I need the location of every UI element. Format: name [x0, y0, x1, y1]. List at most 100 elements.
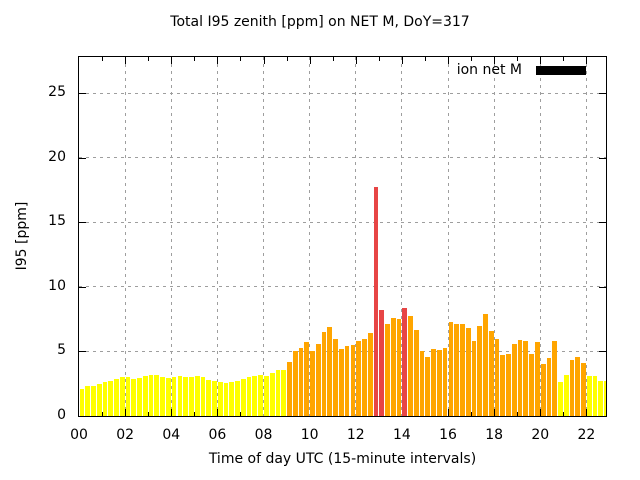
bar [298, 347, 304, 416]
x-axis-tick-top [448, 57, 449, 64]
bar [581, 363, 586, 416]
x-tick-label: 12 [346, 427, 365, 443]
bar [125, 377, 131, 416]
x-axis-tick-top [424, 57, 426, 61]
bar [252, 375, 258, 416]
y-axis-tick [79, 93, 86, 95]
bar [506, 354, 511, 416]
y-axis-tick-right [599, 93, 606, 95]
bar [546, 357, 552, 416]
bar [535, 341, 540, 416]
x-tick-label: 00 [70, 427, 88, 443]
x-tick-label: 10 [300, 427, 319, 443]
x-tick-label: 18 [485, 427, 504, 443]
bar [142, 375, 148, 416]
bar [350, 344, 356, 416]
bar [310, 351, 315, 416]
bar [552, 341, 558, 416]
h-gridline [79, 92, 606, 94]
y-tick-label: 0 [57, 407, 66, 423]
bar [131, 379, 137, 416]
x-axis-tick-top [355, 57, 357, 64]
bar [511, 343, 517, 416]
bar [269, 373, 275, 416]
x-axis-tick-top [309, 57, 311, 64]
y-axis-tick [79, 157, 86, 159]
v-gridline [585, 57, 587, 416]
bar [523, 341, 529, 416]
v-gridline [216, 57, 218, 416]
bar [517, 339, 523, 416]
x-tick-label: 04 [162, 427, 181, 443]
x-axis-tick-top [125, 57, 127, 64]
x-axis-tick [240, 412, 242, 416]
x-axis-tick [378, 412, 380, 416]
bar [569, 360, 575, 416]
bar [119, 377, 125, 416]
bar [575, 356, 581, 416]
x-axis-tick-top [286, 57, 288, 61]
bar [235, 381, 240, 416]
y-tick-label: 15 [48, 213, 66, 230]
v-gridline [170, 57, 172, 416]
bar [356, 341, 361, 416]
bar [275, 370, 281, 416]
v-gridline [263, 57, 264, 416]
bar [477, 325, 483, 416]
bar [333, 338, 338, 416]
bar [598, 381, 604, 416]
bar [264, 375, 269, 416]
x-axis-tick [401, 409, 403, 416]
bar [558, 382, 563, 416]
v-gridline [493, 57, 495, 416]
x-axis-tick-top [102, 57, 104, 61]
bar [85, 386, 90, 416]
legend-swatch [536, 65, 586, 75]
chart-title: Total I95 zenith [ppm] on NET M, DoY=317 [170, 14, 470, 30]
bar [327, 326, 333, 416]
x-tick-label: 02 [116, 427, 135, 443]
h-gridline [79, 221, 606, 223]
bar [529, 354, 534, 416]
x-axis-tick [448, 409, 449, 416]
bar [494, 339, 500, 416]
bar [240, 379, 246, 416]
bar [315, 343, 321, 416]
bar [437, 349, 442, 416]
bar [408, 315, 413, 416]
bar [442, 348, 448, 416]
x-axis-tick-top [194, 57, 196, 61]
v-gridline [401, 57, 403, 416]
bar [362, 338, 367, 416]
bar [287, 361, 292, 416]
legend-label: ion net M [456, 62, 522, 78]
bar [483, 313, 488, 416]
y-axis-tick [79, 222, 86, 224]
x-axis-tick [540, 409, 542, 416]
x-axis-tick-top [517, 57, 519, 61]
x-tick-label: 16 [439, 427, 457, 443]
bar [425, 356, 431, 416]
bar [321, 332, 327, 416]
bar [373, 187, 379, 416]
y-tick-label: 5 [57, 342, 66, 359]
y-tick-label: 20 [48, 148, 66, 165]
x-axis-label: Time of day UTC (15-minute intervals) [208, 451, 477, 467]
x-axis-tick [517, 412, 519, 416]
bar [500, 355, 506, 416]
bar [281, 369, 287, 416]
x-axis-tick-top [332, 57, 334, 61]
x-axis-tick [286, 412, 288, 416]
x-axis-tick [471, 412, 473, 416]
y-tick-label: 10 [48, 277, 66, 294]
bar [79, 388, 85, 416]
x-axis-tick-top [378, 57, 380, 61]
plot-area: ion net M [78, 56, 607, 417]
x-axis-tick [263, 409, 265, 416]
bar [292, 351, 298, 416]
x-axis-tick [563, 412, 565, 416]
bar [148, 375, 154, 416]
v-gridline [355, 57, 357, 416]
bar [402, 308, 408, 416]
